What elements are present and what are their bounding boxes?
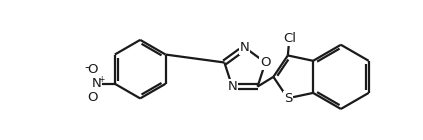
Text: O: O <box>87 91 98 104</box>
Text: N: N <box>91 77 101 90</box>
Text: S: S <box>284 92 292 105</box>
Text: N: N <box>227 80 237 93</box>
Text: +: + <box>98 75 104 84</box>
Text: N: N <box>240 41 250 54</box>
Text: Cl: Cl <box>283 32 296 45</box>
Text: O: O <box>260 56 271 69</box>
Text: O: O <box>87 63 98 76</box>
Text: -: - <box>84 61 88 74</box>
